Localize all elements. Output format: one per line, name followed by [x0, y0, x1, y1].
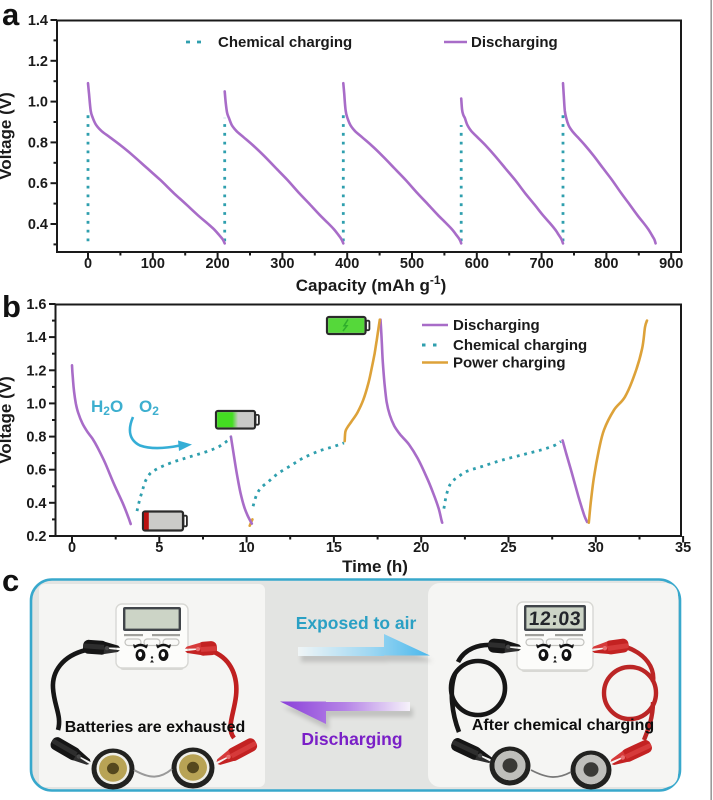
svg-text:Time (h): Time (h): [342, 557, 408, 576]
svg-text:600: 600: [465, 256, 489, 272]
svg-text:Chemical charging: Chemical charging: [218, 34, 352, 51]
svg-text:12:03: 12:03: [528, 608, 582, 630]
svg-text:Voltage (V): Voltage (V): [0, 92, 15, 180]
svg-text:Chemical charging: Chemical charging: [453, 337, 587, 354]
svg-text:1.2: 1.2: [28, 54, 48, 70]
svg-text:1.0: 1.0: [26, 396, 46, 412]
svg-text:Exposed to air: Exposed to air: [296, 613, 417, 633]
svg-text:200: 200: [205, 256, 229, 272]
svg-text:1.4: 1.4: [28, 13, 48, 29]
svg-text:1.0: 1.0: [28, 95, 48, 111]
svg-text:10: 10: [239, 540, 255, 556]
svg-text:Voltage (V): Voltage (V): [0, 376, 15, 464]
svg-text:500: 500: [400, 256, 424, 272]
svg-text:H2O: H2O: [91, 397, 123, 418]
svg-text:30: 30: [588, 540, 604, 556]
svg-text:15: 15: [326, 540, 342, 556]
svg-text:0.4: 0.4: [26, 496, 46, 512]
svg-text:Discharging: Discharging: [453, 317, 540, 334]
svg-text:400: 400: [335, 256, 359, 272]
svg-text:800: 800: [594, 256, 618, 272]
svg-text:a: a: [2, 0, 20, 32]
svg-text:35: 35: [675, 540, 691, 556]
svg-text:0.8: 0.8: [28, 135, 48, 151]
svg-text:25: 25: [500, 540, 516, 556]
svg-text:Power charging: Power charging: [453, 355, 566, 372]
svg-text:0.6: 0.6: [28, 176, 48, 192]
svg-text:0: 0: [68, 540, 76, 556]
svg-text:700: 700: [529, 256, 553, 272]
svg-text:b: b: [2, 289, 21, 324]
svg-text:1.2: 1.2: [26, 363, 46, 379]
svg-text:1.4: 1.4: [26, 330, 46, 346]
svg-text:0.4: 0.4: [28, 217, 48, 233]
svg-text:0: 0: [84, 256, 92, 272]
svg-text:300: 300: [270, 256, 294, 272]
svg-text:0.8: 0.8: [26, 430, 46, 446]
svg-text:100: 100: [141, 256, 165, 272]
svg-text:1.6: 1.6: [26, 297, 46, 313]
svg-text:After chemical charging: After chemical charging: [472, 717, 654, 734]
svg-text:0.2: 0.2: [26, 529, 46, 545]
svg-text:c: c: [2, 563, 19, 598]
svg-text:Capacity (mAh g-1): Capacity (mAh g-1): [296, 273, 446, 295]
svg-text:5: 5: [155, 540, 163, 556]
svg-text:Discharging: Discharging: [471, 34, 558, 51]
svg-text:20: 20: [413, 540, 429, 556]
svg-text:Batteries are exhausted: Batteries are exhausted: [65, 719, 246, 736]
svg-text:0.6: 0.6: [26, 463, 46, 479]
svg-text:Discharging: Discharging: [301, 729, 402, 749]
svg-text:900: 900: [659, 256, 683, 272]
